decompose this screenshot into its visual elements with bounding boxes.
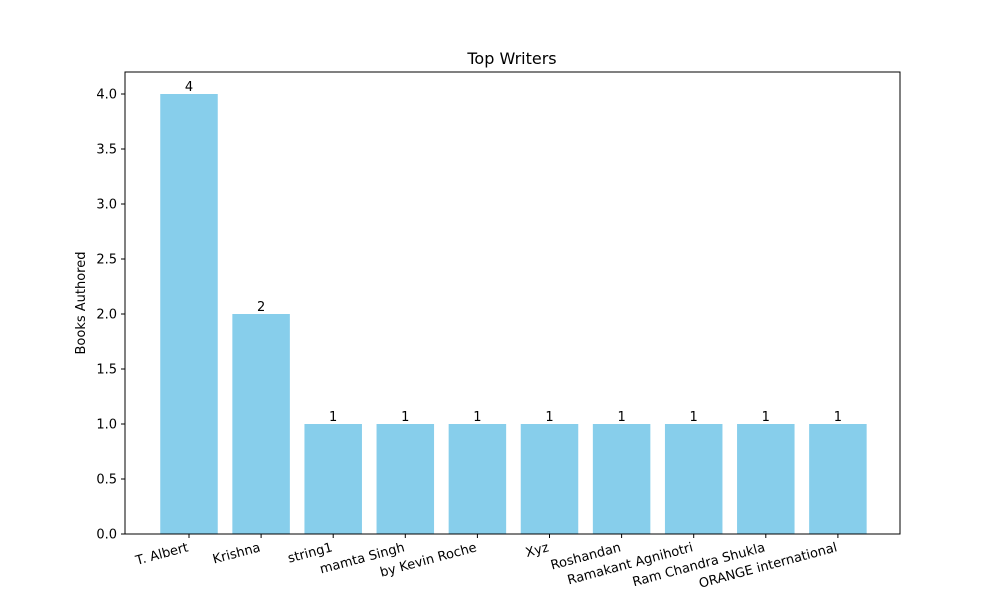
data-labels-group: 4 2 1 1 1 1 1 1 1 1 bbox=[185, 80, 842, 425]
bar-value-label: 1 bbox=[762, 410, 770, 425]
plot-area-frame bbox=[124, 71, 901, 535]
bar bbox=[664, 424, 723, 534]
chart-title: Top Writers bbox=[466, 49, 556, 68]
y-axis-ticks: 0.0 0.5 1.0 1.5 2.0 2.5 3.0 3.5 4.0 bbox=[96, 88, 125, 543]
bar bbox=[592, 424, 651, 534]
bar bbox=[376, 424, 435, 534]
y-tick-label: 0.5 bbox=[96, 473, 117, 488]
x-tick-label: Krishna bbox=[211, 540, 262, 567]
bar bbox=[737, 424, 795, 534]
bar-value-label: 2 bbox=[257, 300, 265, 315]
bar-value-label: 1 bbox=[617, 410, 625, 425]
bar-value-label: 1 bbox=[545, 410, 553, 425]
y-tick-label: 0.0 bbox=[96, 528, 117, 543]
y-axis-label: Books Authored bbox=[74, 252, 89, 355]
x-tick-label: Xyz bbox=[524, 540, 551, 561]
bars-group bbox=[160, 94, 867, 534]
bar-value-label: 4 bbox=[185, 80, 193, 95]
y-tick-label: 1.5 bbox=[96, 363, 117, 378]
bar-value-label: 1 bbox=[834, 410, 842, 425]
y-tick-label: 2.5 bbox=[96, 253, 117, 268]
bar bbox=[520, 424, 579, 534]
y-tick-label: 3.5 bbox=[96, 143, 117, 158]
bar bbox=[160, 94, 218, 534]
y-tick-label: 2.0 bbox=[96, 308, 117, 323]
bar-value-label: 1 bbox=[473, 410, 481, 425]
y-tick-label: 1.0 bbox=[96, 418, 117, 433]
bar-value-label: 1 bbox=[690, 410, 698, 425]
bar-value-label: 1 bbox=[401, 410, 409, 425]
x-tick-label: T. Albert bbox=[133, 540, 190, 569]
bar bbox=[232, 314, 290, 534]
bar bbox=[304, 424, 362, 534]
y-tick-label: 4.0 bbox=[96, 88, 117, 103]
bar bbox=[809, 424, 867, 534]
bar bbox=[448, 424, 507, 534]
bar-value-label: 1 bbox=[329, 410, 337, 425]
y-tick-label: 3.0 bbox=[96, 198, 117, 213]
